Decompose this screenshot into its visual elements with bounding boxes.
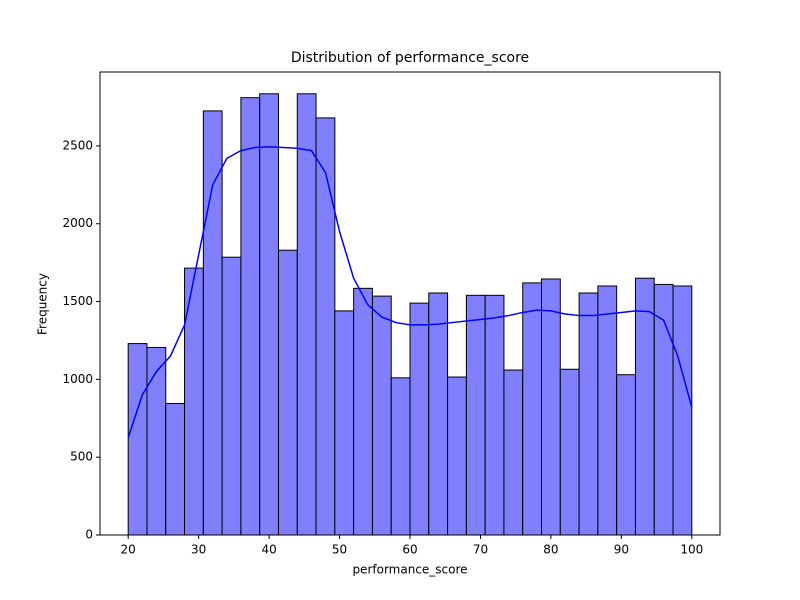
bar [334, 310, 355, 536]
y-tick-label: 1000 [62, 372, 93, 386]
bar [240, 97, 261, 536]
bar [634, 277, 655, 536]
bar [522, 282, 543, 536]
bar [296, 93, 317, 536]
x-tick-label: 70 [473, 543, 488, 557]
x-tick-label: 20 [121, 543, 136, 557]
x-tick-label: 30 [191, 543, 206, 557]
x-tick-label: 80 [543, 543, 558, 557]
bar [672, 285, 693, 536]
bar [484, 294, 505, 536]
bar [447, 376, 467, 536]
bar [616, 374, 636, 536]
x-tick-label: 90 [614, 543, 629, 557]
bar [165, 402, 186, 536]
chart-title: Distribution of performance_score [291, 50, 529, 66]
bar [353, 287, 373, 536]
bar [559, 368, 580, 536]
y-tick-label: 500 [70, 450, 93, 464]
y-tick-label: 2500 [62, 138, 93, 152]
bar [371, 295, 392, 536]
bar [409, 302, 430, 536]
y-tick-label: 0 [85, 528, 93, 542]
y-tick-label: 2000 [62, 216, 93, 230]
bar [221, 256, 242, 536]
bar [315, 117, 336, 536]
bar [428, 292, 449, 536]
bar [465, 294, 486, 536]
x-tick-label: 60 [402, 543, 417, 557]
x-tick-label: 50 [332, 543, 347, 557]
y-tick-label: 1500 [62, 294, 93, 308]
bar [277, 249, 298, 536]
bar [127, 343, 148, 536]
y-axis-label: Frequency [36, 273, 50, 335]
bar [597, 285, 618, 536]
bar [202, 110, 223, 536]
bar [259, 93, 279, 536]
bar [541, 278, 561, 536]
x-tick-label: 100 [680, 543, 703, 557]
bar [503, 369, 524, 536]
bar [578, 292, 599, 536]
x-axis-label: performance_score [352, 563, 467, 577]
kde-line [127, 145, 693, 438]
bar [146, 346, 167, 536]
x-tick-label: 40 [261, 543, 276, 557]
bar [390, 377, 411, 536]
